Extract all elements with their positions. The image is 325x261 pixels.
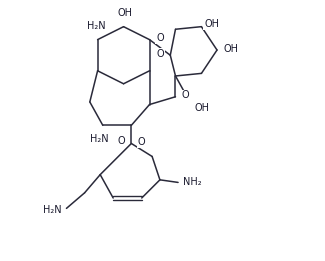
Text: O: O bbox=[156, 33, 163, 43]
Text: OH: OH bbox=[204, 19, 219, 29]
Text: O: O bbox=[182, 91, 189, 100]
Text: NH₂: NH₂ bbox=[183, 177, 202, 187]
Text: O: O bbox=[138, 137, 146, 147]
Text: H₂N: H₂N bbox=[43, 205, 61, 215]
Text: OH: OH bbox=[195, 103, 210, 113]
Text: OH: OH bbox=[224, 44, 239, 54]
Text: O: O bbox=[156, 49, 164, 59]
Text: H₂N: H₂N bbox=[90, 134, 108, 144]
Text: H₂N: H₂N bbox=[87, 21, 106, 31]
Text: O: O bbox=[117, 136, 125, 146]
Text: OH: OH bbox=[117, 8, 132, 17]
